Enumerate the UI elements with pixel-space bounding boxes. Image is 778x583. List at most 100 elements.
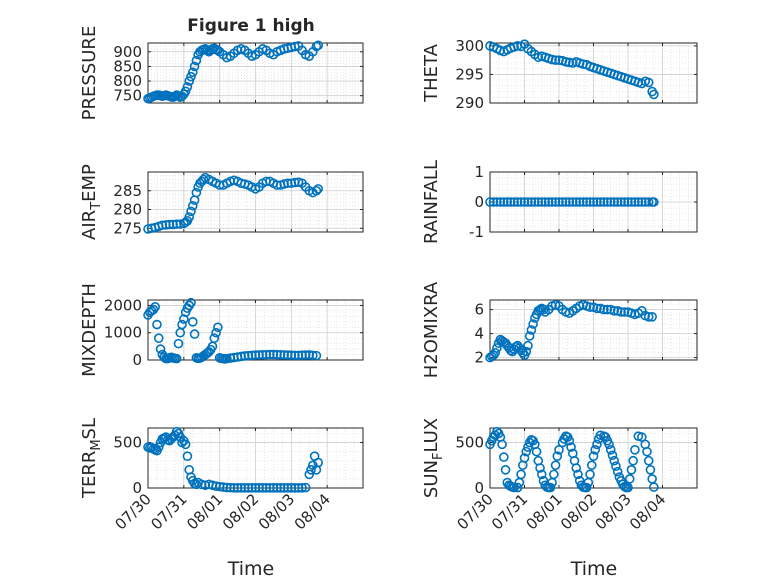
y-axis-label: MIXDEPTH (79, 283, 100, 377)
data-point (645, 465, 656, 475)
y-tick-label: 750 (113, 87, 142, 105)
data-point (611, 461, 621, 471)
data-point (624, 474, 635, 484)
y-tick-label: 0 (132, 351, 142, 369)
data-point (643, 311, 654, 322)
data-point (545, 482, 556, 493)
data-series (143, 297, 322, 364)
data-point (549, 469, 559, 480)
data-point (636, 197, 647, 207)
data-point (213, 322, 223, 333)
data-point (605, 445, 616, 455)
data-point (512, 197, 523, 207)
data-series (485, 299, 657, 363)
data-point (173, 338, 184, 349)
data-point (222, 482, 232, 493)
data-point (498, 197, 509, 207)
data-point (485, 197, 495, 207)
data-point (300, 350, 311, 360)
data-series (485, 39, 659, 100)
data-point (609, 197, 620, 207)
data-series (485, 426, 659, 493)
data-point (153, 442, 164, 452)
data-point (547, 54, 557, 65)
data-point (581, 482, 592, 493)
x-axis-label-right: Time (570, 558, 618, 580)
data-point (243, 350, 254, 361)
data-point (533, 197, 544, 207)
data-point (180, 86, 191, 97)
data-point (585, 302, 595, 313)
data-point (616, 307, 626, 317)
y-tick-label: 0 (474, 479, 484, 497)
data-point (547, 197, 557, 207)
data-point (191, 187, 202, 198)
data-point (229, 483, 239, 493)
y-tick-label: 800 (113, 72, 142, 90)
y-tick-label: 275 (113, 219, 142, 237)
data-point (191, 55, 202, 66)
data-point (186, 206, 196, 217)
y-tick-label: 900 (113, 43, 142, 61)
data-point (254, 350, 264, 360)
data-point (171, 353, 182, 364)
data-point (552, 451, 563, 461)
data-point (595, 197, 606, 207)
data-point (573, 469, 583, 480)
data-point (272, 349, 282, 360)
data-point (488, 197, 499, 207)
data-point (211, 327, 221, 338)
data-point (232, 483, 243, 493)
data-point (550, 55, 561, 65)
data-point (566, 442, 576, 452)
data-point (554, 197, 564, 207)
data-point (257, 350, 268, 360)
data-point (490, 347, 500, 358)
data-point (225, 482, 236, 493)
data-point (297, 350, 307, 361)
y-tick-label: 2 (474, 349, 484, 367)
data-point (647, 311, 657, 322)
data-point (619, 197, 630, 207)
data-series (143, 40, 324, 104)
y-axis-label: AIRTEMP (79, 164, 104, 240)
data-point (628, 455, 638, 466)
data-point (592, 303, 602, 314)
data-point (170, 91, 180, 102)
data-point (155, 344, 166, 354)
y-axis-label: TERRMSL (79, 418, 104, 499)
data-point (243, 483, 254, 493)
data-point (612, 466, 623, 477)
data-point (585, 469, 595, 480)
subplot-h2omixra: 2 4 6 H2OMIXRA (421, 281, 698, 378)
data-point (275, 483, 286, 493)
data-point (521, 346, 532, 357)
data-point (293, 483, 304, 493)
data-point (649, 89, 659, 100)
data-point (619, 307, 630, 317)
data-point (254, 483, 264, 493)
y-tick-label: 285 (113, 182, 142, 200)
data-point (311, 41, 322, 52)
data-point (607, 450, 618, 461)
data-point (492, 197, 502, 207)
data-point (250, 483, 261, 493)
data-point (612, 197, 623, 207)
data-point (564, 197, 575, 207)
y-tick-label: 500 (455, 434, 484, 452)
data-point (643, 455, 654, 466)
data-point (630, 197, 640, 207)
data-point (564, 57, 575, 68)
data-point (516, 197, 526, 207)
data-point (540, 197, 551, 207)
data-point (180, 439, 191, 450)
data-point (649, 197, 659, 207)
data-point (497, 439, 507, 450)
subplot-rainfall: -1 0 1 RAINFALL (421, 160, 698, 244)
data-point (626, 465, 637, 475)
data-point (498, 452, 509, 462)
data-point (247, 483, 257, 493)
data-point (590, 445, 601, 455)
data-point (313, 40, 324, 51)
